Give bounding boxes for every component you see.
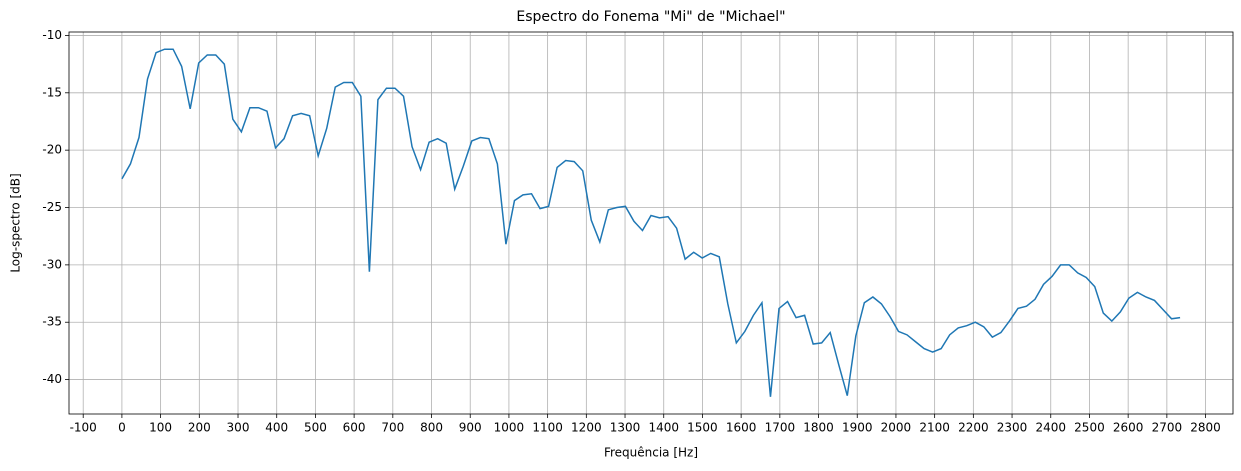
x-tick-label: 500 (304, 421, 327, 435)
x-tick-label: 1200 (571, 421, 602, 435)
x-tick-label: 1500 (687, 421, 718, 435)
x-tick-label: 700 (381, 421, 404, 435)
x-tick-label: 2800 (1190, 421, 1221, 435)
x-tick-label: 1100 (532, 421, 563, 435)
x-tick-label: 1900 (842, 421, 873, 435)
y-axis-label: Log-spectro [dB] (9, 173, 23, 272)
x-tick-label: -100 (70, 421, 97, 435)
x-tick-label: 2100 (919, 421, 950, 435)
x-tick-label: 1700 (765, 421, 796, 435)
x-axis-label: Frequência [Hz] (604, 446, 698, 460)
chart-title: Espectro do Fonema "Mi" de "Michael" (516, 9, 785, 25)
x-tick-label: 2700 (1152, 421, 1183, 435)
y-tick-label: -15 (42, 85, 62, 99)
x-tick-label: 200 (188, 421, 211, 435)
y-tick-label: -20 (42, 143, 62, 157)
x-tick-label: 400 (265, 421, 288, 435)
y-tick-label: -30 (42, 257, 62, 271)
data-line (121, 48, 1181, 397)
x-tick-label: 2000 (881, 421, 912, 435)
x-tick-label: 100 (149, 421, 172, 435)
x-tick-label: 600 (343, 421, 366, 435)
x-tick-label: 0 (118, 421, 126, 435)
y-tick-label: -40 (42, 372, 62, 386)
plot-frame (68, 31, 1234, 415)
x-tick-label: 1400 (648, 421, 679, 435)
x-tick-label: 1600 (726, 421, 757, 435)
y-tick-label: -25 (42, 200, 62, 214)
x-tick-label: 900 (459, 421, 482, 435)
x-tick-label: 1000 (494, 421, 525, 435)
x-tick-label: 1300 (610, 421, 641, 435)
x-tick-label: 1800 (803, 421, 834, 435)
x-tick-label: 2300 (997, 421, 1028, 435)
y-tick-label: -10 (42, 28, 62, 42)
x-tick-label: 2200 (958, 421, 989, 435)
x-tick-label: 2500 (1074, 421, 1105, 435)
y-tick-label: -35 (42, 315, 62, 329)
x-tick-label: 300 (227, 421, 250, 435)
x-tick-label: 2400 (1035, 421, 1066, 435)
x-tick-label: 2600 (1113, 421, 1144, 435)
x-tick-label: 800 (420, 421, 443, 435)
